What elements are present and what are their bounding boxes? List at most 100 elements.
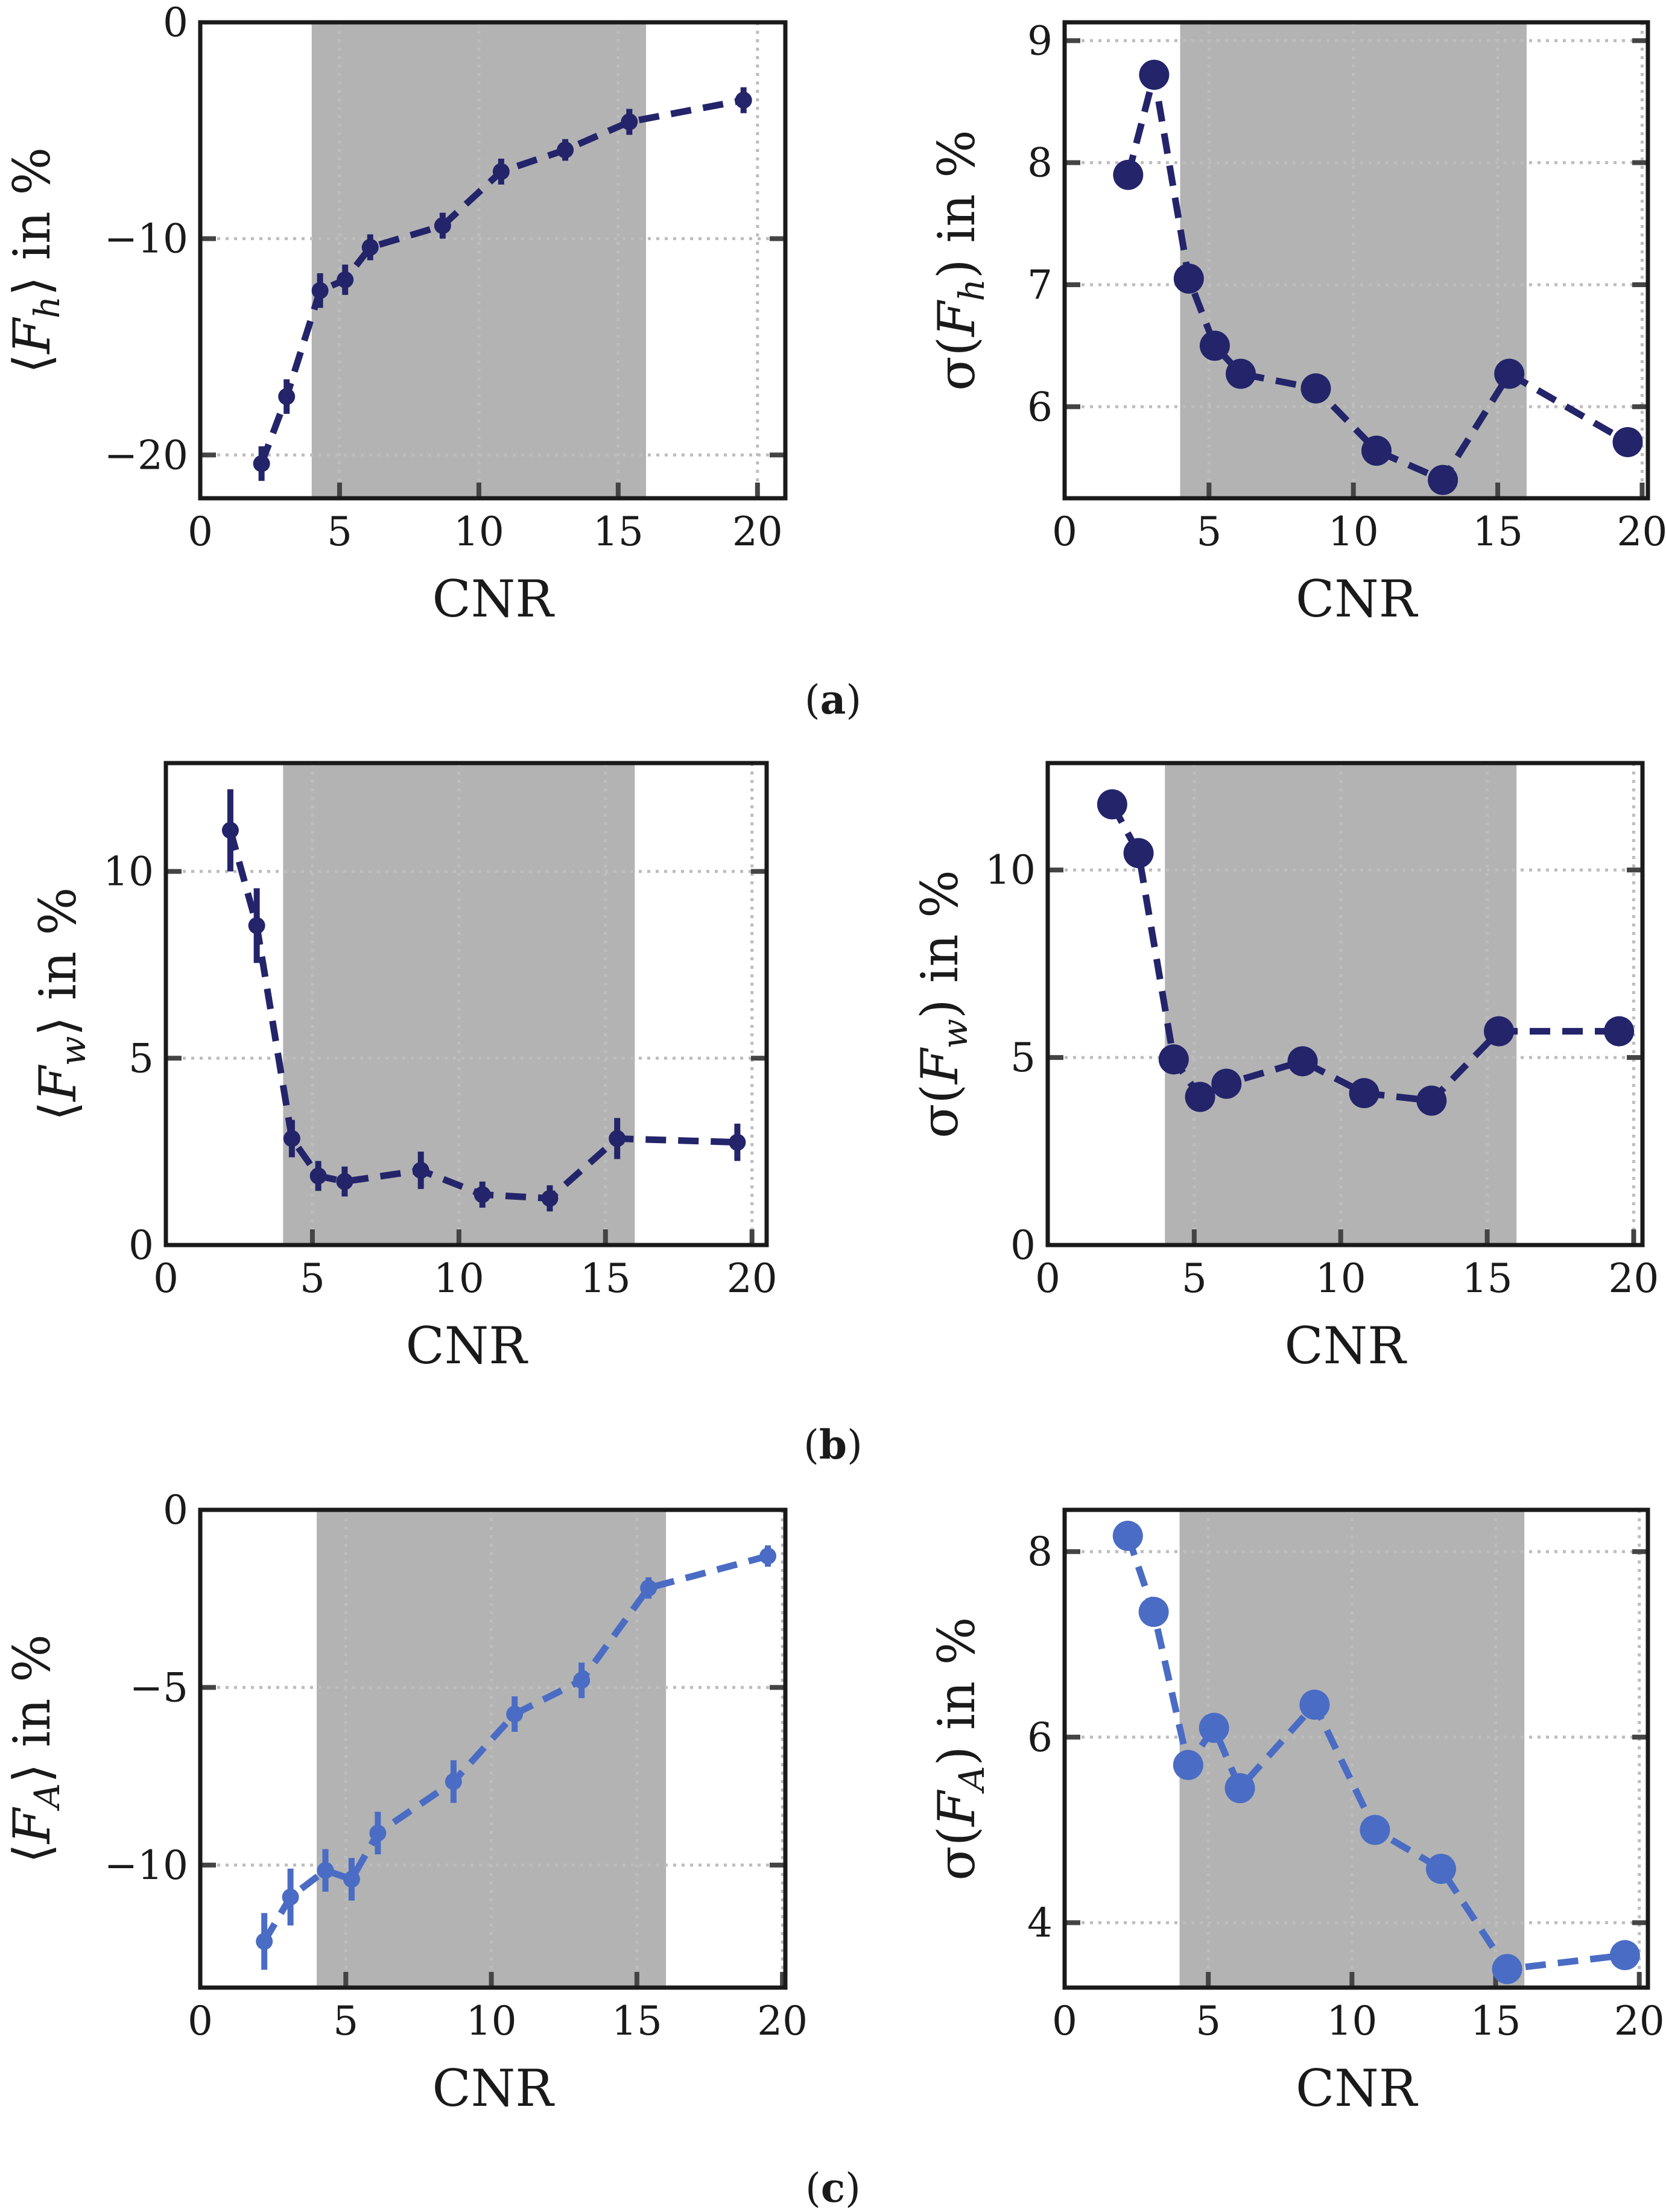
y-tick-label: 6 [1027,384,1053,430]
series-line [1124,1535,1626,1973]
y-tick-label: −10 [104,216,188,262]
x-tick-label: 10 [466,1998,517,2044]
data-point [317,1862,334,1879]
x-tick-label: 10 [434,1255,484,1302]
data-point [1139,59,1170,90]
y-tick-label: 8 [1027,1529,1053,1575]
data-point [1199,331,1230,361]
data-point [492,163,510,180]
data-point [283,1130,300,1147]
data-point [248,917,265,934]
x-tick-label: 20 [757,1998,808,2044]
y-axis-label: σ(FA) in % [927,1617,992,1880]
data-point [1360,1814,1390,1845]
chart-c-left: 0 5 10 15 20 −10 −5 0 CNR ⟨FA⟩ in % [2,1487,808,2118]
x-tick-label: 5 [1196,1998,1221,2044]
captions: (a) (b) (c) [803,676,863,2211]
data-point [1173,263,1204,294]
data-point [1287,1046,1318,1077]
y-tick-label: 8 [1027,140,1053,186]
data-point [1612,426,1643,457]
data-point [361,238,379,256]
y-tick-label: 7 [1027,262,1053,308]
data-point [343,1871,360,1888]
x-tick-label: 20 [732,509,783,555]
y-tick-label: 9 [1027,17,1053,64]
data-point [621,113,638,130]
plot-frame [163,761,769,1247]
x-tick-label: 15 [1472,509,1523,555]
data-point [735,92,752,109]
panels: 0 5 10 15 20 −20 −10 0 CNR ⟨Fh⟩ in % 0 5 10 15 20 6 7 8 9 C… [2,0,1666,2118]
plot-frame [1062,1507,1650,1990]
x-axis-label: CNR [432,569,555,629]
data-point [640,1579,657,1597]
y-tick-label: 0 [163,0,188,46]
x-tick-label: 10 [1326,1998,1377,2044]
x-tick-label: 0 [188,1998,213,2044]
x-tick-label: 10 [1328,509,1379,555]
shaded-region [1165,763,1517,1245]
data-point [573,1672,591,1689]
data-point [609,1130,626,1147]
data-point [759,1547,777,1565]
chart-b-left: 0 5 10 15 20 0 5 10 CNR ⟨Fw⟩ in % [28,761,778,1375]
x-tick-label: 5 [333,1998,358,2044]
y-tick-label: 0 [1010,1222,1036,1269]
data-point [1097,789,1127,820]
data-point [445,1773,462,1790]
x-tick-label: 15 [612,1998,662,2044]
x-axis-label: CNR [1296,569,1419,629]
x-tick-label: 15 [593,509,644,555]
data-point [541,1190,559,1207]
data-point [336,1173,353,1190]
data-point [1492,1954,1522,1985]
y-tick-label: −10 [104,1842,188,1889]
x-tick-label: 5 [1196,509,1221,555]
data-point [434,217,451,235]
chart-a-left: 0 5 10 15 20 −20 −10 0 CNR ⟨Fh⟩ in % [2,0,788,629]
data-point [1138,1597,1169,1627]
data-point [311,282,329,299]
y-tick-label: 0 [163,1487,188,1533]
data-point [278,388,296,405]
data-point [1494,358,1525,389]
x-tick-label: 20 [727,1255,778,1302]
x-tick-label: 5 [1182,1255,1207,1302]
y-tick-label: 5 [128,1035,154,1082]
x-tick-label: 15 [580,1255,631,1302]
y-tick-label: 6 [1027,1714,1053,1761]
data-point [1185,1082,1215,1112]
x-tick-label: 15 [1471,1998,1521,2044]
caption-c: (c) [805,2164,861,2211]
x-tick-label: 0 [153,1255,179,1302]
caption-b: (b) [803,1421,863,1468]
chart-a-right: 0 5 10 15 20 6 7 8 9 CNR σ(Fh) in % [927,17,1666,629]
data-point [1361,436,1392,466]
data-point [1484,1016,1514,1047]
data-point [1224,1773,1255,1804]
y-axis-label: σ(Fw) in % [910,870,975,1138]
data-point [1300,373,1331,404]
data-point [1112,1521,1143,1551]
data-point [309,1167,327,1185]
y-tick-label: 4 [1027,1900,1053,1946]
data-point [1426,1854,1457,1884]
data-point [1113,159,1144,190]
plot-frame [198,20,788,501]
x-tick-label: 5 [327,509,352,555]
series-line [261,1553,769,1944]
y-axis-label: σ(Fh) in % [927,130,992,391]
data-point [412,1162,429,1179]
data-point [506,1705,524,1723]
series-line [258,97,744,465]
x-tick-label: 10 [454,509,504,555]
data-point [1226,358,1256,389]
x-axis-label: CNR [1296,2059,1419,2118]
chart-c-right: 0 5 10 15 20 4 6 8 CNR σ(FA) in % [927,1507,1665,2118]
y-axis-label: ⟨Fw⟩ in % [28,887,93,1121]
data-point [221,822,239,839]
y-axis-label: ⟨FA⟩ in % [2,1634,68,1863]
chart-b-right: 0 5 10 15 20 0 5 10 CNR σ(Fw) in % [910,761,1659,1375]
plot-frame [198,1507,788,1990]
